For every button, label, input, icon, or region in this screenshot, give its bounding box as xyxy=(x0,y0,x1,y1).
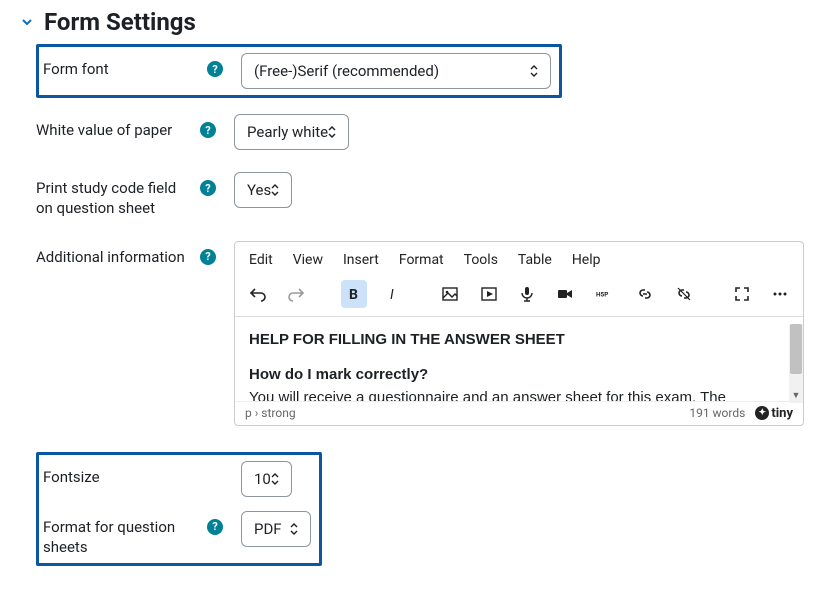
svg-text:I: I xyxy=(390,287,394,303)
select-format[interactable]: PDF xyxy=(241,511,311,547)
link-icon[interactable] xyxy=(632,280,658,308)
more-icon[interactable] xyxy=(767,280,793,308)
help-icon[interactable]: ? xyxy=(200,122,216,138)
label-form-font: Form font xyxy=(43,59,109,79)
help-icon[interactable]: ? xyxy=(207,519,223,535)
content-heading: HELP FOR FILLING IN THE ANSWER SHEET xyxy=(249,329,789,350)
select-value: 10 xyxy=(254,470,271,488)
svg-text:H5P: H5P xyxy=(596,290,608,298)
menu-help[interactable]: Help xyxy=(572,252,601,268)
h5p-icon[interactable]: H5P xyxy=(590,280,620,308)
help-icon[interactable]: ? xyxy=(200,249,216,265)
editor-content[interactable]: HELP FOR FILLING IN THE ANSWER SHEET How… xyxy=(235,317,803,401)
editor-statusbar: p › strong 191 words ✦tiny xyxy=(235,401,803,425)
highlight-output-settings: Fontsize 10 Format for question sheets ?… xyxy=(36,452,322,567)
microphone-icon[interactable] xyxy=(514,280,540,308)
help-icon[interactable]: ? xyxy=(207,61,223,77)
content-subheading: How do I mark correctly? xyxy=(249,364,789,385)
image-icon[interactable] xyxy=(437,280,463,308)
select-value: PDF xyxy=(254,520,282,538)
tiny-logo: ✦tiny xyxy=(755,406,793,421)
menu-edit[interactable]: Edit xyxy=(249,252,273,268)
media-icon[interactable] xyxy=(475,280,501,308)
label-format: Format for question sheets xyxy=(43,517,193,558)
redo-icon[interactable] xyxy=(283,280,309,308)
select-form-font[interactable]: (Free-)Serif (recommended) xyxy=(241,53,551,89)
menu-view[interactable]: View xyxy=(293,252,323,268)
select-value: Yes xyxy=(247,181,271,199)
italic-icon[interactable]: I xyxy=(379,280,405,308)
content-body: You will receive a questionnaire and an … xyxy=(249,387,789,401)
editor-menubar: Edit View Insert Format Tools Table Help xyxy=(235,242,803,276)
collapse-toggle[interactable] xyxy=(16,11,38,33)
select-value: Pearly white xyxy=(247,123,328,141)
select-fontsize[interactable]: 10 xyxy=(241,461,292,497)
section-title: Form Settings xyxy=(44,8,196,36)
scroll-down-icon[interactable]: ▼ xyxy=(789,389,803,403)
label-fontsize: Fontsize xyxy=(43,467,100,487)
select-value: (Free-)Serif (recommended) xyxy=(254,62,439,80)
word-count: 191 words xyxy=(689,406,745,420)
svg-text:B: B xyxy=(349,287,358,303)
unlink-icon[interactable] xyxy=(671,280,697,308)
select-print-code[interactable]: Yes xyxy=(234,172,292,208)
status-path: p › strong xyxy=(245,406,296,420)
menu-table[interactable]: Table xyxy=(518,252,552,268)
label-additional-info: Additional information xyxy=(36,247,185,267)
bold-icon[interactable]: B xyxy=(341,280,367,308)
editor-toolbar: B I xyxy=(235,276,803,317)
scroll-thumb[interactable] xyxy=(790,324,802,374)
undo-icon[interactable] xyxy=(245,280,271,308)
video-icon[interactable] xyxy=(552,280,578,308)
menu-tools[interactable]: Tools xyxy=(464,252,498,268)
help-icon[interactable]: ? xyxy=(200,180,216,196)
fullscreen-icon[interactable] xyxy=(728,280,754,308)
highlight-form-font: Form font ? (Free-)Serif (recommended) xyxy=(36,44,562,98)
menu-insert[interactable]: Insert xyxy=(343,252,379,268)
label-white-value: White value of paper xyxy=(36,120,172,140)
rich-text-editor: Edit View Insert Format Tools Table Help xyxy=(234,241,804,426)
menu-format[interactable]: Format xyxy=(399,252,444,268)
select-white-value[interactable]: Pearly white xyxy=(234,114,349,150)
label-print-code: Print study code field on question sheet xyxy=(36,178,186,219)
